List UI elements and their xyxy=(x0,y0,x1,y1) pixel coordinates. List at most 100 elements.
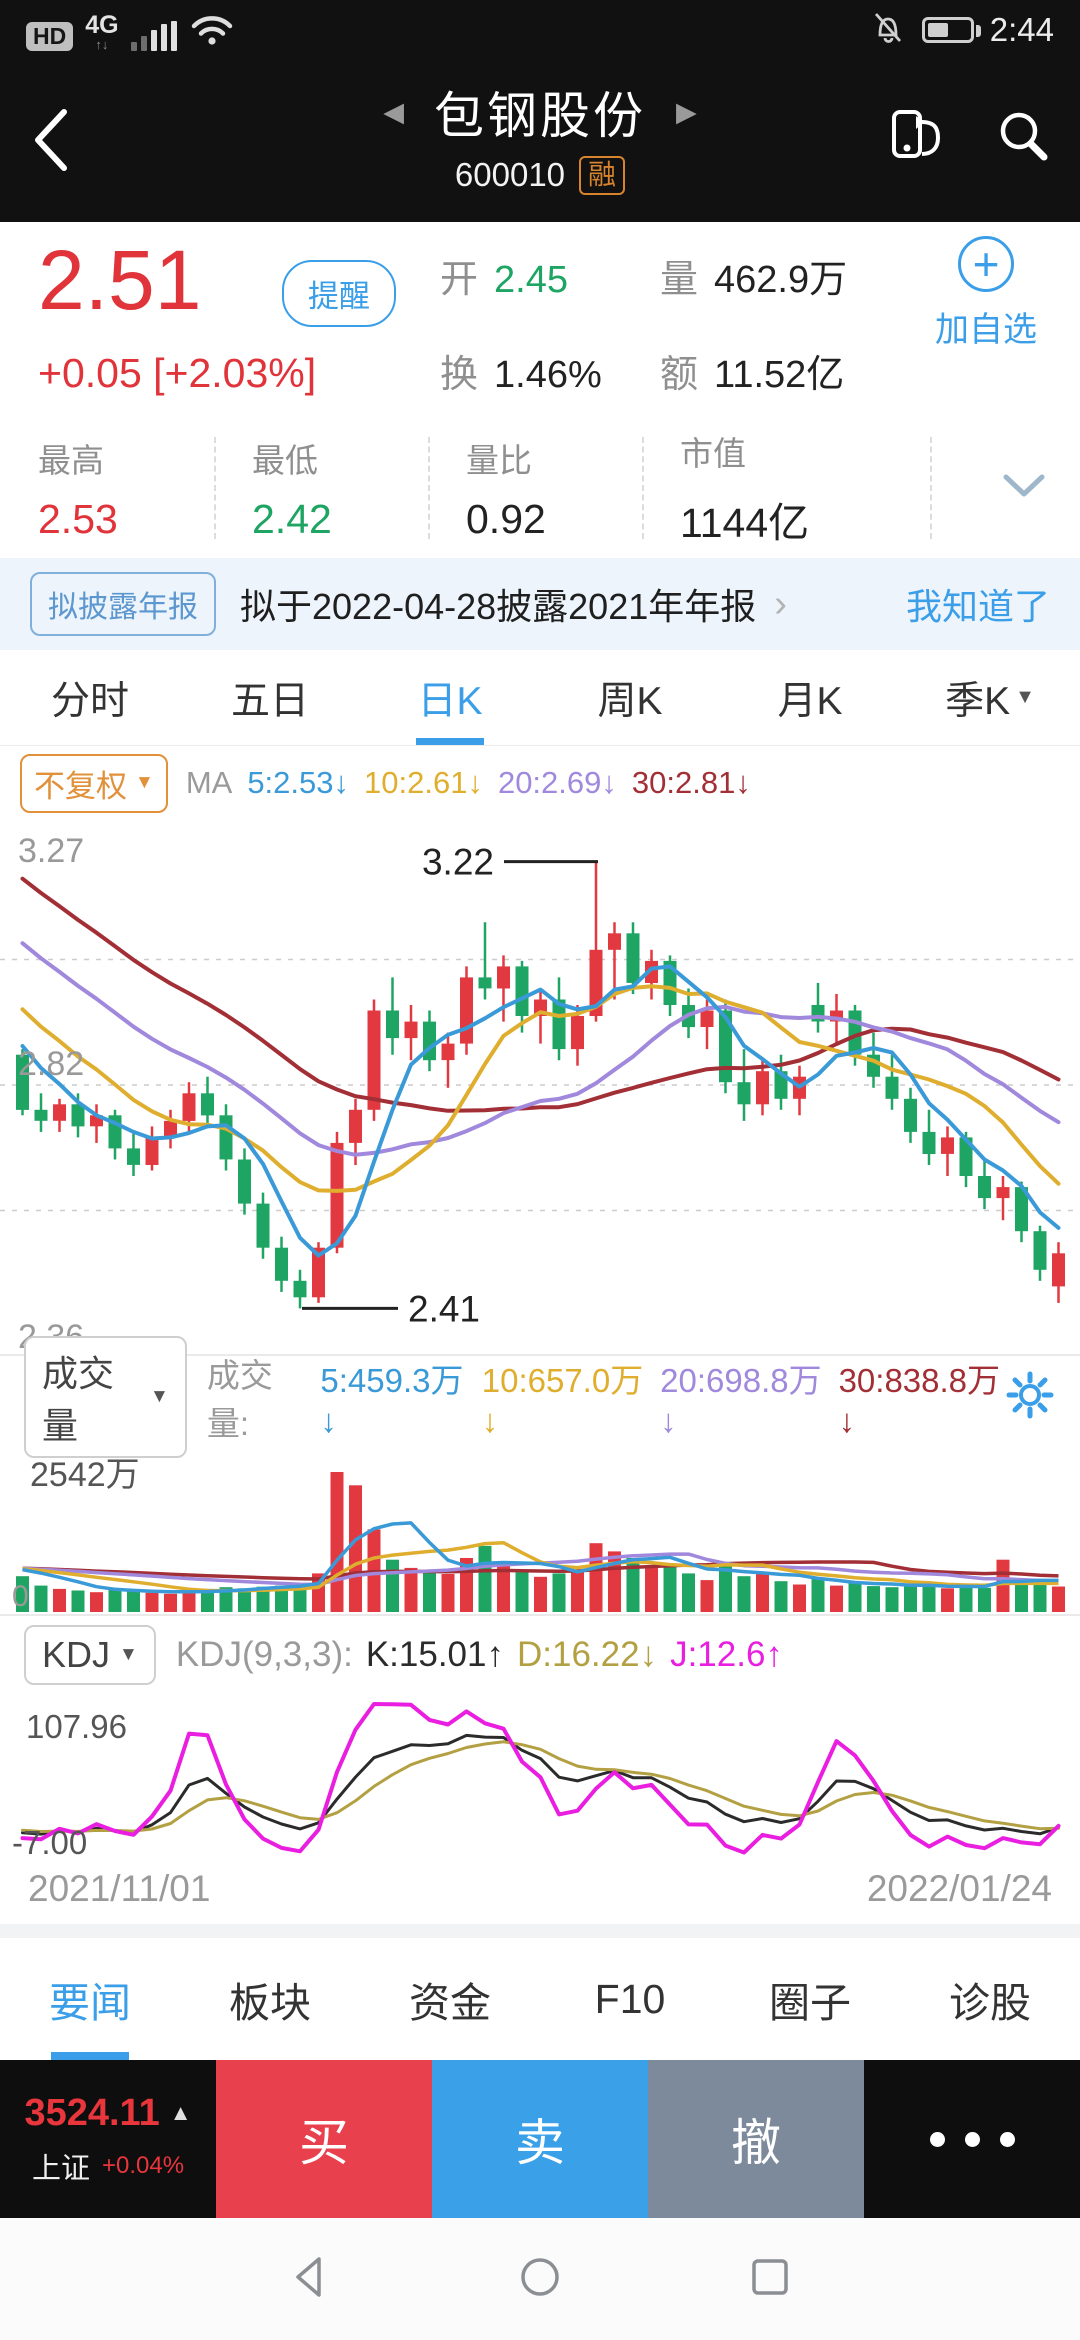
svg-text:-7.00: -7.00 xyxy=(12,1824,87,1861)
svg-text:2.41: 2.41 xyxy=(408,1288,480,1329)
kline-header: 不复权 ▼ MA 5:2.53↓ 10:2.61↓ 20:2.69↓ 30:2.8… xyxy=(0,746,1080,820)
tab-funds[interactable]: 资金 xyxy=(409,1980,491,2026)
index-value: 3524.11 xyxy=(24,2091,160,2134)
more-options-button[interactable] xyxy=(864,2060,1080,2218)
search-icon[interactable] xyxy=(994,107,1052,170)
tab-f10[interactable]: F10 xyxy=(594,1975,666,2022)
date-axis: 2021/11/01 2022/01/24 xyxy=(0,1868,1080,1924)
notifications-muted-icon xyxy=(870,10,906,51)
page-title: 包钢股份 xyxy=(434,88,646,144)
start-date-label: 2021/11/01 xyxy=(28,1868,211,1909)
android-nav-bar xyxy=(0,2218,1080,2340)
ma5-value: 5:2.53↓ xyxy=(247,765,350,800)
expand-chevron-down-icon[interactable] xyxy=(1002,473,1046,504)
index-name: 上证 xyxy=(31,2152,90,2185)
dropdown-caret-icon: ▼ xyxy=(1015,686,1035,708)
tab-daily-k[interactable]: 日K xyxy=(360,650,540,745)
settings-gear-icon[interactable] xyxy=(1004,1369,1056,1426)
ma20-value: 20:2.69↓ xyxy=(497,765,617,800)
dropdown-caret-icon: ▼ xyxy=(119,1644,138,1665)
up-triangle-icon: ▲ xyxy=(169,2100,192,2125)
signal-strength-icon xyxy=(130,20,177,51)
stat-volume: 量 462.9万 xyxy=(660,259,848,301)
stat-high: 最高 2.53 xyxy=(38,441,118,542)
kdj-params: KDJ(9,3,3): xyxy=(175,1635,353,1674)
margin-trading-badge: 融 xyxy=(579,156,626,195)
tab-news[interactable]: 要闻 xyxy=(0,1938,180,2060)
tab-five-day[interactable]: 五日 xyxy=(230,679,309,723)
kdj-indicator-button[interactable]: KDJ ▼ xyxy=(24,1625,156,1685)
quote-panel: 2.51 提醒 +0.05 [+2.03%] 开 2.45 量 462.9万 换 1.… xyxy=(0,222,1080,418)
stat-market-cap: 市值 1144亿 xyxy=(680,435,810,546)
volume-bar-chart[interactable]: 2542万 0 xyxy=(0,1438,1080,1614)
kdj-j-value: J:12.6↑ xyxy=(670,1635,783,1674)
dismiss-notice-button[interactable]: 我知道了 xyxy=(905,586,1050,627)
stat-open: 开 2.45 xyxy=(440,259,568,301)
announcement-text: 拟于2022-04-28披露2021年年报 xyxy=(240,586,757,627)
nav-back-icon[interactable] xyxy=(286,2253,334,2306)
plus-circle-icon: + xyxy=(958,236,1014,292)
tab-weekly-k[interactable]: 周K xyxy=(597,679,663,723)
tab-quarterly-k[interactable]: 季K ▼ xyxy=(945,679,1035,723)
status-bar: HD 4G ↑↓ 2:44 xyxy=(0,0,1080,60)
network-type-icon: 4G ↑↓ xyxy=(85,10,119,52)
cancel-order-button[interactable]: 撤 xyxy=(648,2060,864,2218)
add-to-watchlist-button[interactable]: + 加自选 xyxy=(935,236,1037,349)
stat-low: 最低 2.42 xyxy=(252,441,332,542)
tab-diagnosis[interactable]: 诊股 xyxy=(949,1980,1031,2026)
back-button[interactable] xyxy=(22,98,86,182)
stat-volume-ratio: 量比 0.92 xyxy=(466,441,546,542)
end-date-label: 2022/01/24 xyxy=(866,1868,1052,1909)
index-change: +0.04% xyxy=(101,2151,185,2179)
next-stock-caret-icon[interactable]: ▶ xyxy=(676,96,697,127)
svg-text:107.96: 107.96 xyxy=(26,1708,127,1745)
hd-voice-icon: HD xyxy=(26,21,74,51)
tab-community[interactable]: 圈子 xyxy=(769,1980,851,2026)
svg-text:3.22: 3.22 xyxy=(422,842,494,883)
tab-sectors[interactable]: 板块 xyxy=(229,1980,311,2026)
trade-action-bar: 3524.11 ▲ 上证 +0.04% 买 卖 撤 xyxy=(0,2060,1080,2218)
kdj-d-value: D:16.22↓ xyxy=(516,1635,658,1674)
tab-monthly-k[interactable]: 月K xyxy=(777,679,843,723)
current-price: 2.51 xyxy=(38,233,202,327)
volume-ma20-value: 20:698.8万↓ xyxy=(660,1362,822,1439)
divider xyxy=(214,437,216,539)
divider xyxy=(642,437,644,539)
kdj-k-value: K:15.01↑ xyxy=(365,1635,504,1674)
volume-prefix: 成交量: xyxy=(206,1357,273,1442)
sell-button[interactable]: 卖 xyxy=(432,2060,648,2218)
quote-secondary-row: 最高 2.53 最低 2.42 量比 0.92 市值 1144亿 xyxy=(0,418,1080,558)
volume-pane-header: 成交量 ▼ 成交量: 5:459.3万↓ 10:657.0万↓ 20:698.8万… xyxy=(0,1336,1080,1458)
nav-recents-icon[interactable] xyxy=(746,2253,794,2306)
tab-minute[interactable]: 分时 xyxy=(50,679,129,723)
announcement-badge: 拟披露年报 xyxy=(30,572,216,636)
divider xyxy=(0,1924,1080,1938)
daily-candlestick-chart[interactable]: 3.222.413.272.822.36 xyxy=(0,820,1080,1356)
content-tab-bar: 要闻 板块 资金 F10 圈子 诊股 xyxy=(0,1938,1080,2060)
svg-text:0: 0 xyxy=(12,1580,29,1613)
prev-stock-caret-icon[interactable]: ◀ xyxy=(383,96,404,127)
divider xyxy=(930,437,932,539)
period-tab-bar: 分时 五日 日K 周K 月K 季K ▼ xyxy=(0,650,1080,746)
nav-home-icon[interactable] xyxy=(516,2253,564,2306)
volume-ma10-value: 10:657.0万↓ xyxy=(481,1362,644,1439)
kdj-pane-header: KDJ ▼ KDJ(9,3,3): K:15.01↑ D:16.22↓ J:12.… xyxy=(0,1614,1080,1694)
price-alert-button[interactable]: 提醒 xyxy=(282,260,396,327)
buy-button[interactable]: 买 xyxy=(216,2060,432,2218)
dropdown-caret-icon: ▼ xyxy=(150,1386,169,1407)
battery-icon xyxy=(921,17,981,43)
stat-amount: 额 11.52亿 xyxy=(660,354,845,396)
title-bar: ◀ 包钢股份 ▶ 600010 融 xyxy=(0,60,1080,222)
kdj-line-chart[interactable]: 107.96 -7.00 xyxy=(0,1694,1080,1868)
ma10-value: 10:2.61↓ xyxy=(364,765,483,800)
rotate-screen-icon[interactable] xyxy=(888,104,948,173)
volume-indicator-button[interactable]: 成交量 ▼ xyxy=(24,1336,187,1458)
clock-time: 2:44 xyxy=(989,11,1054,48)
adjust-mode-button[interactable]: 不复权 ▼ xyxy=(20,753,168,813)
announcement-bar[interactable]: 拟披露年报 拟于2022-04-28披露2021年年报 › 我知道了 xyxy=(0,558,1080,650)
volume-ma5-value: 5:459.3万↓ xyxy=(320,1362,464,1439)
stock-code: 600010 xyxy=(454,156,566,194)
svg-text:2542万: 2542万 xyxy=(30,1456,140,1494)
volume-ma30-value: 30:838.8万↓ xyxy=(838,1362,1001,1439)
index-quote-button[interactable]: 3524.11 ▲ 上证 +0.04% xyxy=(0,2060,216,2218)
